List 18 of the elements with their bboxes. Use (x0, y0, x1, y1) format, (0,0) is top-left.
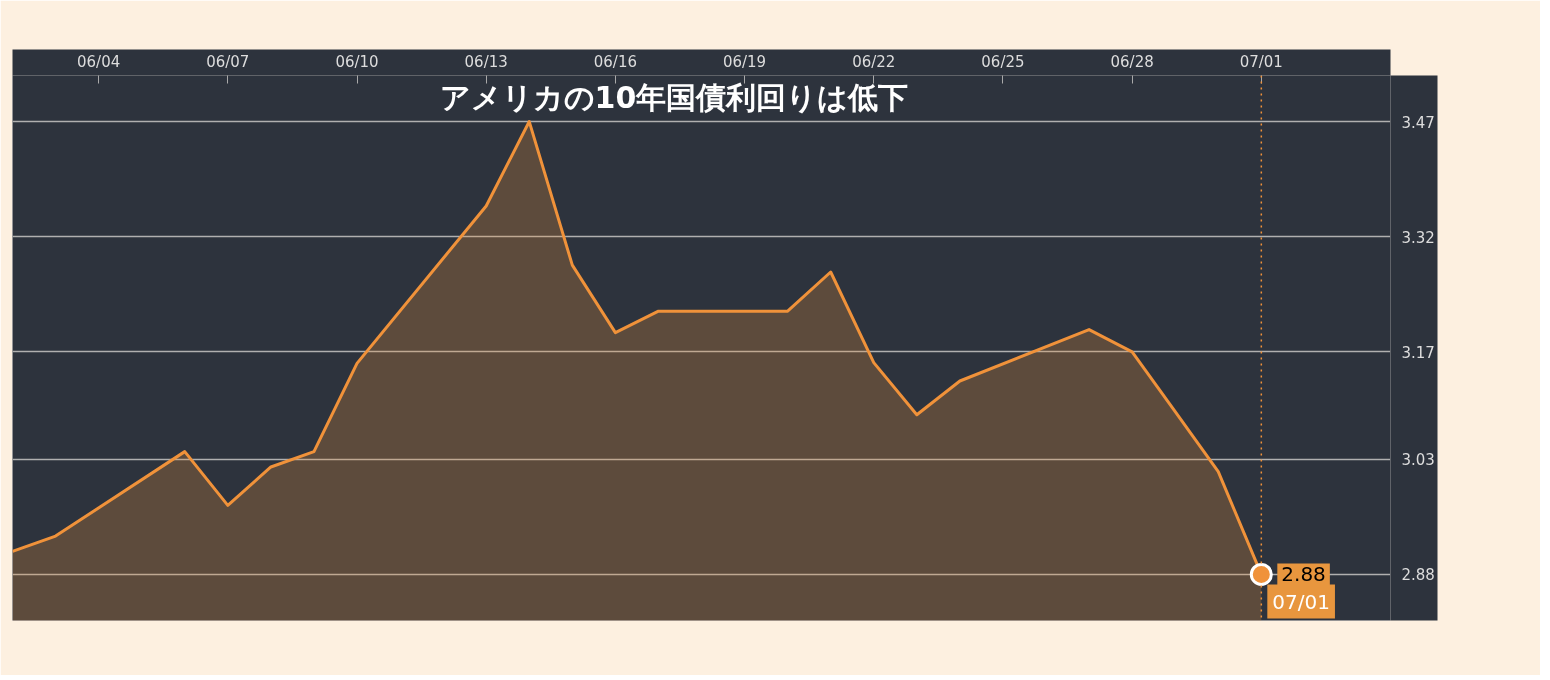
x-tick-label: 06/19 (722, 52, 767, 71)
x-tick-label: 06/10 (335, 52, 379, 71)
y-tick-label: 3.17 (1401, 343, 1435, 362)
x-tick-label: 06/25 (981, 52, 1025, 71)
x-tick-label: 06/13 (464, 52, 508, 71)
annotation: 2.88 (1281, 562, 1326, 587)
x-tick-label: 06/04 (77, 52, 121, 71)
y-tick-label: 2.88 (1401, 566, 1435, 585)
y-tick-label: 3.03 (1401, 451, 1435, 470)
x-tick-label: 06/07 (206, 52, 250, 71)
x-tick-label: 06/16 (593, 52, 637, 71)
chart-title: アメリカの10年国債利回りは低下 (439, 79, 909, 115)
x-tick-label: 07/01 (1239, 52, 1283, 71)
y-tick-label: 3.32 (1401, 228, 1435, 247)
ref-line-label: 07/01 (1272, 589, 1330, 614)
x-tick-label: 06/28 (1110, 52, 1154, 71)
y-tick-label: 3.47 (1401, 113, 1435, 132)
x-tick-label: 06/22 (852, 52, 896, 71)
